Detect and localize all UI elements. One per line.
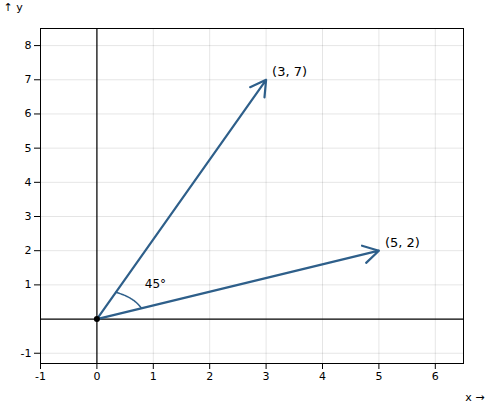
svg-text:↑ y: ↑ y (4, 1, 24, 14)
svg-text:7: 7 (25, 73, 32, 86)
svg-text:8: 8 (25, 39, 32, 52)
svg-text:2: 2 (206, 370, 213, 383)
svg-text:1: 1 (150, 370, 157, 383)
svg-text:1: 1 (25, 278, 32, 291)
svg-text:(5, 2): (5, 2) (385, 235, 420, 250)
svg-text:2: 2 (25, 244, 32, 257)
svg-text:-1: -1 (21, 347, 32, 360)
svg-text:6: 6 (25, 107, 32, 120)
svg-text:3: 3 (263, 370, 270, 383)
svg-text:4: 4 (25, 176, 32, 189)
svg-text:0: 0 (93, 370, 100, 383)
svg-text:5: 5 (25, 142, 32, 155)
svg-text:6: 6 (432, 370, 439, 383)
svg-text:45°: 45° (145, 277, 166, 291)
svg-text:(3, 7): (3, 7) (272, 64, 307, 79)
svg-text:4: 4 (319, 370, 326, 383)
svg-text:-1: -1 (35, 370, 46, 383)
svg-text:x →: x → (465, 391, 484, 403)
svg-text:3: 3 (25, 210, 32, 223)
svg-text:5: 5 (375, 370, 382, 383)
